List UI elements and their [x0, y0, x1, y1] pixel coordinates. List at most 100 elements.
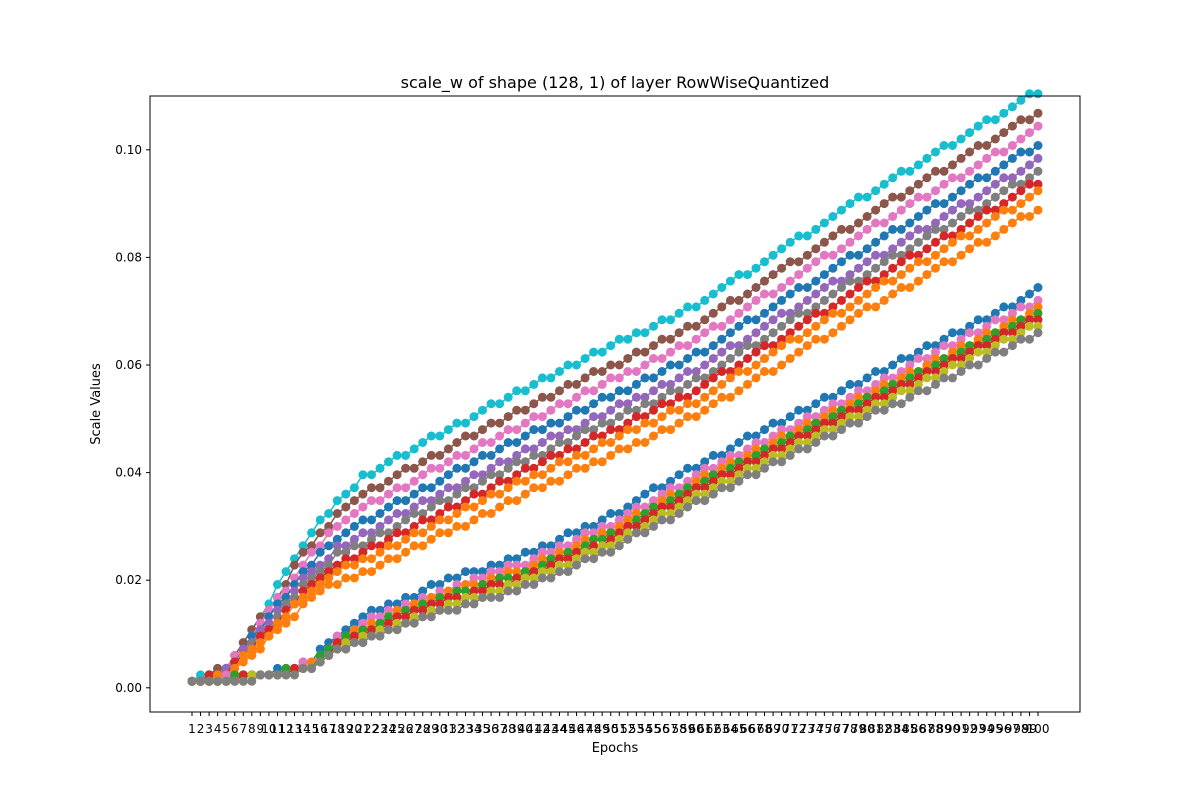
data-point — [640, 347, 650, 357]
data-point — [802, 405, 812, 415]
data-point — [845, 224, 855, 234]
series-line — [191, 93, 1038, 682]
data-point — [273, 625, 282, 635]
data-point — [426, 521, 436, 531]
data-point — [760, 450, 769, 460]
data-point — [418, 541, 428, 551]
data-point — [819, 283, 829, 292]
data-point — [418, 470, 428, 480]
data-point — [931, 360, 940, 370]
data-point — [1016, 179, 1026, 189]
data-point — [819, 295, 829, 305]
data-point — [888, 192, 898, 202]
data-point — [580, 554, 590, 564]
data-point — [965, 179, 975, 189]
data-point — [537, 541, 547, 551]
data-point — [939, 373, 949, 383]
data-point — [913, 367, 923, 376]
data-point — [896, 192, 906, 202]
data-point — [973, 192, 983, 202]
data-point — [700, 457, 710, 467]
data-point — [896, 237, 906, 247]
data-point — [819, 418, 829, 428]
data-point — [879, 257, 889, 267]
data-point — [948, 205, 957, 215]
data-point — [597, 379, 607, 389]
data-point — [931, 166, 940, 176]
data-point — [845, 405, 855, 415]
data-point — [879, 392, 889, 402]
data-point — [862, 412, 872, 422]
data-point — [1016, 199, 1026, 209]
data-point — [862, 276, 872, 286]
plot-area-frame — [149, 95, 1081, 713]
data-point — [837, 412, 846, 422]
data-point — [1007, 302, 1017, 312]
data-point — [443, 470, 453, 480]
data-point — [819, 392, 829, 402]
data-point — [478, 496, 487, 506]
data-point — [640, 528, 650, 538]
data-point — [794, 418, 804, 428]
data-point — [956, 328, 966, 338]
data-point — [1016, 315, 1026, 325]
data-point — [461, 463, 470, 473]
data-point — [734, 438, 744, 447]
data-point — [802, 425, 812, 435]
data-point — [828, 418, 838, 428]
data-point — [751, 431, 761, 441]
data-point — [948, 360, 957, 370]
data-point — [349, 483, 359, 493]
data-point — [555, 476, 564, 486]
data-point — [478, 489, 487, 499]
data-point — [828, 431, 838, 441]
data-point — [614, 373, 624, 383]
data-point — [888, 289, 898, 299]
data-point — [1007, 192, 1017, 202]
data-point — [341, 631, 351, 641]
data-point — [674, 328, 684, 338]
data-point — [700, 379, 710, 389]
x-tick-label: 84 — [894, 722, 909, 736]
data-point — [777, 295, 787, 305]
data-point — [956, 347, 966, 357]
data-point — [640, 418, 650, 428]
data-point — [537, 547, 547, 557]
data-point — [862, 386, 872, 396]
data-point — [819, 412, 829, 422]
data-point — [854, 386, 863, 396]
data-point — [409, 592, 419, 602]
data-point — [811, 276, 821, 286]
data-point — [563, 547, 573, 557]
data-point — [418, 438, 428, 447]
x-tick-label: 49 — [595, 722, 610, 736]
data-point — [973, 237, 983, 247]
data-point — [537, 425, 547, 435]
data-point — [264, 670, 274, 680]
data-point — [871, 237, 881, 247]
data-point — [580, 463, 590, 473]
x-tick-label: 81 — [868, 722, 883, 736]
data-point — [435, 605, 445, 615]
data-point — [1007, 173, 1017, 183]
data-point — [580, 354, 590, 363]
data-point — [512, 476, 522, 486]
data-point — [1007, 141, 1017, 150]
data-point — [614, 412, 624, 422]
data-point — [666, 334, 675, 344]
data-point — [367, 541, 376, 551]
data-point — [683, 502, 693, 512]
data-point — [520, 547, 530, 557]
data-point — [725, 315, 735, 325]
data-point — [743, 315, 752, 325]
x-tick-label: 23 — [372, 722, 387, 736]
data-point — [768, 457, 778, 467]
data-point — [281, 612, 291, 622]
data-point — [580, 547, 590, 557]
data-point — [649, 496, 658, 506]
data-point — [315, 586, 325, 596]
data-point — [888, 399, 898, 409]
data-point — [580, 425, 590, 435]
data-point — [512, 560, 522, 570]
data-point — [999, 199, 1009, 209]
